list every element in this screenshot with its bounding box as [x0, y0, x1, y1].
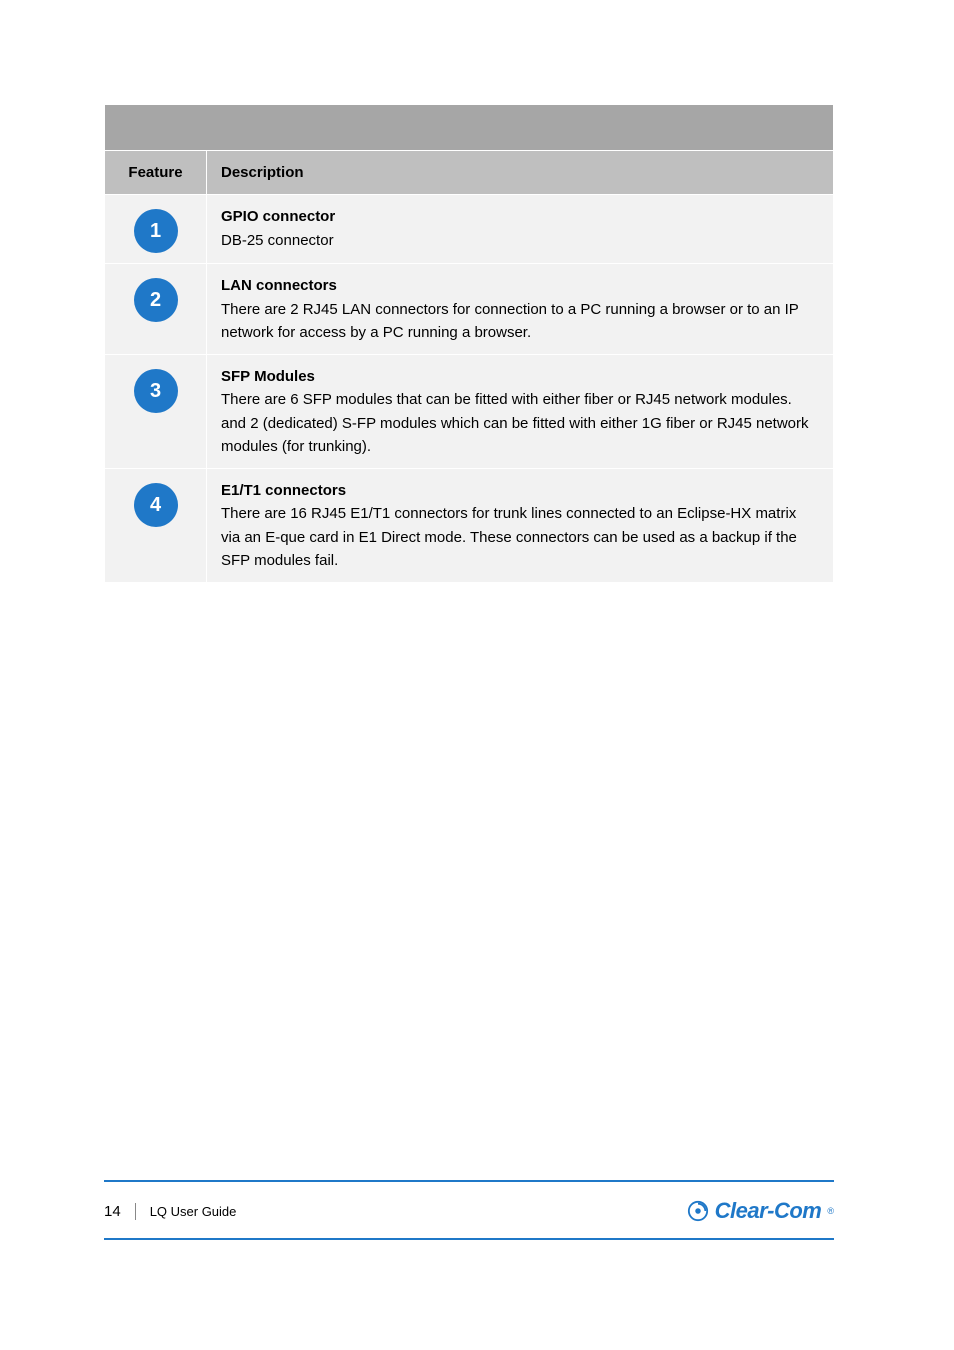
feature-body: There are 6 SFP modules that can be fitt… — [221, 391, 809, 455]
registered-mark: ® — [827, 1206, 834, 1216]
feature-badge-cell: 3 — [105, 355, 207, 469]
feature-desc-cell: GPIO connector DB-25 connector — [207, 195, 834, 264]
col-header-description: Description — [207, 151, 834, 195]
footer-rule-bottom — [104, 1238, 834, 1240]
feature-number-badge: 1 — [134, 209, 178, 253]
table-row: 2 LAN connectors There are 2 RJ45 LAN co… — [105, 264, 834, 355]
feature-badge-cell: 1 — [105, 195, 207, 264]
brand-name: Clear-Com — [715, 1198, 822, 1224]
feature-title: LAN connectors — [221, 274, 819, 297]
footer-left: 14 LQ User Guide — [104, 1203, 236, 1220]
col-header-feature: Feature — [105, 151, 207, 195]
table-title-band — [105, 105, 834, 151]
brand-logo: Clear-Com ® — [687, 1198, 834, 1224]
feature-title: SFP Modules — [221, 365, 819, 388]
feature-desc-cell: LAN connectors There are 2 RJ45 LAN conn… — [207, 264, 834, 355]
feature-number-badge: 2 — [134, 278, 178, 322]
footer-rule-top — [104, 1180, 834, 1182]
table-header-row: Feature Description — [105, 151, 834, 195]
table-row: 4 E1/T1 connectors There are 16 RJ45 E1/… — [105, 469, 834, 583]
feature-title: E1/T1 connectors — [221, 479, 819, 502]
feature-desc-cell: E1/T1 connectors There are 16 RJ45 E1/T1… — [207, 469, 834, 583]
feature-title: GPIO connector — [221, 205, 819, 228]
feature-desc-cell: SFP Modules There are 6 SFP modules that… — [207, 355, 834, 469]
feature-body: There are 16 RJ45 E1/T1 connectors for t… — [221, 505, 797, 569]
feature-body: DB-25 connector — [221, 232, 334, 249]
feature-number-badge: 3 — [134, 369, 178, 413]
feature-badge-cell: 4 — [105, 469, 207, 583]
page-footer: 14 LQ User Guide Clear-Com ® — [104, 1180, 834, 1240]
feature-badge-cell: 2 — [105, 264, 207, 355]
brand-mark-icon — [687, 1200, 709, 1222]
table-row: 3 SFP Modules There are 6 SFP modules th… — [105, 355, 834, 469]
feature-number-badge: 4 — [134, 483, 178, 527]
page-number: 14 — [104, 1203, 136, 1220]
content-area: Feature Description 1 GPIO connector DB-… — [104, 104, 834, 583]
feature-table: Feature Description 1 GPIO connector DB-… — [104, 104, 834, 583]
feature-body: There are 2 RJ45 LAN connectors for conn… — [221, 301, 799, 341]
doc-title: LQ User Guide — [150, 1204, 237, 1219]
table-row: 1 GPIO connector DB-25 connector — [105, 195, 834, 264]
